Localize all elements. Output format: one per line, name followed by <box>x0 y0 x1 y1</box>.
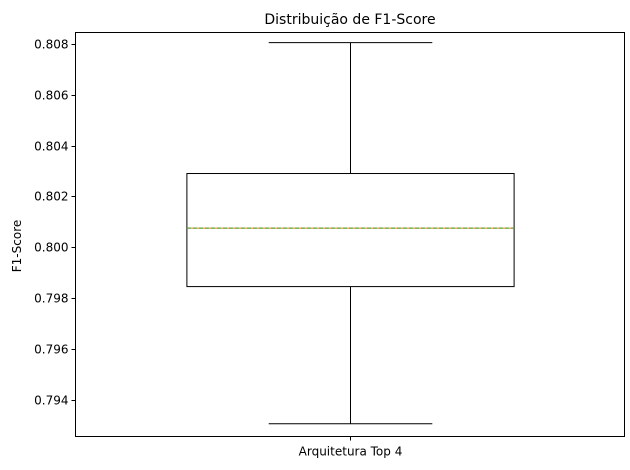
y-axis-ticks: 0.794 0.796 0.798 0.800 0.802 0.804 0.806 0.808 <box>34 38 76 408</box>
y-tick-label: 0.804 <box>34 140 68 154</box>
axes-frame <box>75 32 625 437</box>
chart-title: Distribuição de F1-Score <box>264 12 435 28</box>
y-tick-label: 0.794 <box>34 394 68 408</box>
y-tick-label: 0.796 <box>34 343 68 357</box>
y-tick-label: 0.800 <box>34 241 68 255</box>
box-iqr <box>186 173 515 288</box>
y-tick-label: 0.808 <box>34 38 68 52</box>
x-axis-ticks: Arquitetura Top 4 <box>299 436 403 459</box>
x-tick-label: Arquitetura Top 4 <box>299 445 403 459</box>
plot-area <box>186 42 515 425</box>
y-tick-label: 0.798 <box>34 292 68 306</box>
y-tick-label: 0.806 <box>34 89 68 103</box>
y-axis-label: F1-Score <box>10 220 24 272</box>
y-tick-label: 0.802 <box>34 190 68 204</box>
